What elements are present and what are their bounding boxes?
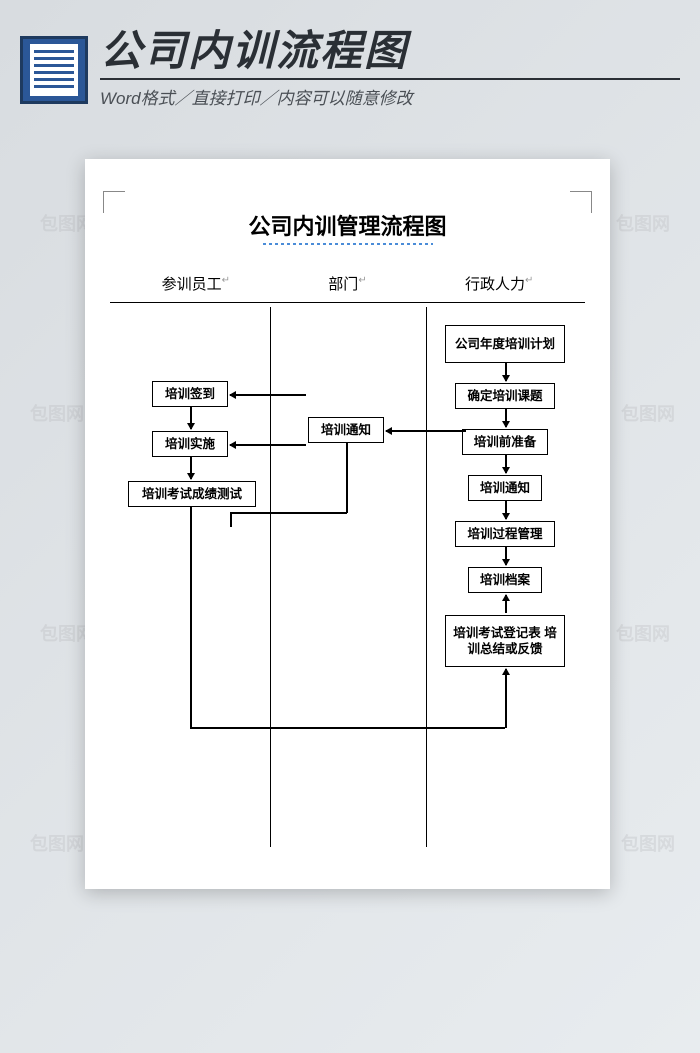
flow-arrow-5: [505, 595, 507, 613]
flow-polyline-0-seg-2: [230, 512, 232, 527]
watermark: 包图网: [621, 830, 675, 856]
flow-node-n6: 培训档案: [468, 567, 542, 593]
title-divider: [100, 78, 680, 80]
lane-divider-2: [426, 307, 427, 847]
flow-arrow-2: [505, 455, 507, 473]
watermark: 包图网: [621, 400, 675, 426]
swimlane-header-3: 行政人力↵: [423, 273, 575, 294]
watermark: 包图网: [616, 620, 670, 646]
crop-mark-tr: [570, 191, 592, 213]
flow-node-n5: 培训过程管理: [455, 521, 555, 547]
flow-node-n1: 公司年度培训计划: [445, 325, 565, 363]
flow-polyline-1-seg-1: [190, 727, 505, 729]
flow-arrow-4: [505, 547, 507, 565]
title-underline-wavy: [263, 243, 433, 245]
flow-node-n7: 培训考试登记表 培训总结或反馈: [445, 615, 565, 667]
flow-node-m1: 培训通知: [308, 417, 384, 443]
document-preview: 公司内训管理流程图 参训员工↵ 部门↵ 行政人力↵ 公司年度培训计划确定培训课题…: [85, 159, 610, 889]
flow-node-l3: 培训考试成绩测试: [128, 481, 256, 507]
lane-divider-1: [270, 307, 271, 847]
page-title: 公司内训流程图: [100, 30, 680, 72]
flow-arrow-0: [505, 363, 507, 381]
flowchart-canvas: 公司年度培训计划确定培训课题培训前准备培训通知培训过程管理培训档案培训考试登记表…: [110, 307, 585, 847]
flow-arrow-3: [505, 501, 507, 519]
flow-polyline-0-seg-1: [230, 512, 347, 514]
swimlane-header-row: 参训员工↵ 部门↵ 行政人力↵: [110, 273, 585, 303]
flow-polyline-0-seg-0: [346, 443, 348, 513]
flow-node-l2: 培训实施: [152, 431, 228, 457]
flow-arrow-8: [230, 444, 306, 446]
page-subtitle: Word格式／直接打印／内容可以随意修改: [100, 84, 680, 109]
watermark: 包图网: [616, 210, 670, 236]
flow-arrow-9: [190, 407, 192, 429]
flow-node-n3: 培训前准备: [462, 429, 548, 455]
flow-node-n4: 培训通知: [468, 475, 542, 501]
word-icon: [20, 36, 88, 104]
watermark: 包图网: [30, 400, 84, 426]
flow-arrow-1: [505, 409, 507, 427]
flow-arrow-10: [190, 457, 192, 479]
flow-arrow-7: [230, 394, 306, 396]
crop-mark-tl: [103, 191, 125, 213]
swimlane-header-1: 参训员工↵: [120, 273, 272, 294]
flow-polyline-1-seg-2: [505, 669, 507, 728]
flow-arrow-6: [386, 430, 466, 432]
template-header: 公司内训流程图 Word格式／直接打印／内容可以随意修改: [0, 0, 700, 119]
document-title: 公司内训管理流程图: [110, 209, 585, 241]
flow-polyline-1-seg-0: [190, 507, 192, 727]
flow-polyline-1-arrowhead: [502, 668, 510, 675]
flow-node-l1: 培训签到: [152, 381, 228, 407]
swimlane-header-2: 部门↵: [272, 273, 424, 294]
flow-node-n2: 确定培训课题: [455, 383, 555, 409]
watermark: 包图网: [30, 830, 84, 856]
